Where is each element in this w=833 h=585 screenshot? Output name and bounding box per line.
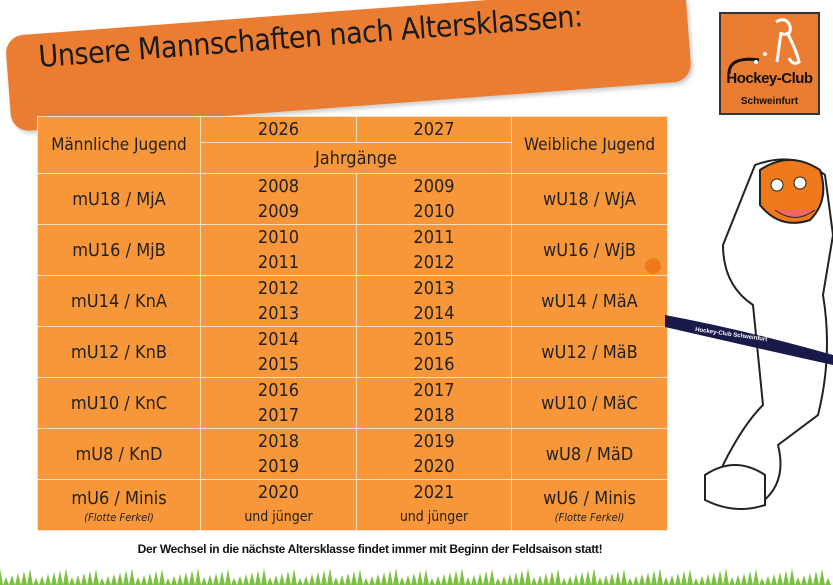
footer-note: Der Wechsel in die nächste Altersklasse … [137, 542, 603, 556]
year: 2010 [257, 227, 300, 248]
female-class: wU14 / MäA [511, 275, 668, 327]
table-row: mU6 / Minis (Flotte Ferkel) 2020 und jünge… [37, 479, 668, 531]
year-note: und jünger [244, 509, 313, 525]
female-class: wU18 / WjA [511, 173, 668, 225]
year: 2020 [257, 482, 300, 503]
year-cell: 2009 2010 [356, 173, 512, 225]
year: 2011 [257, 252, 300, 273]
year-cell: 2020 und jünger [200, 479, 357, 531]
female-class: wU10 / MäC [511, 377, 668, 429]
year: 2008 [257, 176, 300, 197]
year-cell: 2013 2014 [356, 275, 512, 327]
male-class-cell: mU6 / Minis (Flotte Ferkel) [37, 479, 201, 531]
year-cell: 2008 2009 [200, 173, 357, 225]
year: 2011 [413, 227, 455, 248]
year: 2016 [413, 354, 455, 375]
male-class: mU14 / KnA [37, 275, 201, 327]
header-female: Weibliche Jugend [511, 116, 668, 174]
header-year-2026: 2026 [200, 116, 357, 143]
female-class-cell: wU6 / Minis (Flotte Ferkel) [511, 479, 668, 531]
male-class: mU16 / MjB [37, 224, 201, 276]
male-class-note: (Flotte Ferkel) [84, 510, 154, 524]
female-class: wU6 / Minis [543, 487, 636, 509]
year-cell: 2017 2018 [356, 377, 512, 429]
year: 2021 [413, 482, 455, 503]
hockey-player-icon [727, 18, 801, 75]
year: 2014 [413, 303, 455, 324]
year: 2014 [257, 329, 300, 350]
table-row: mU18 / MjA 2008 2009 2009 2010 wU18 / WjA [37, 173, 668, 225]
year-cell: 2018 2019 [200, 428, 357, 480]
year-cell: 2021 und jünger [356, 479, 512, 531]
year-cell: 2019 2020 [356, 428, 512, 480]
table-row: mU16 / MjB 2010 2011 2011 2012 wU16 / WjB [37, 224, 668, 276]
female-class: wU8 / MäD [511, 428, 668, 480]
age-class-table: Männliche Jugend 2026 2027 Weibliche Jug… [37, 116, 668, 531]
club-logo: Hockey-Club Schweinfurt [719, 12, 820, 115]
male-class: mU12 / KnB [37, 326, 201, 378]
year-cell: 2012 2013 [200, 275, 357, 327]
year: 2020 [413, 456, 455, 477]
year-cell: 2014 2015 [200, 326, 357, 378]
male-class: mU6 / Minis [71, 487, 167, 509]
year: 2019 [413, 431, 455, 452]
year: 2018 [257, 431, 300, 452]
year: 2015 [257, 354, 300, 375]
year-cell: 2015 2016 [356, 326, 512, 378]
year-cell: 2011 2012 [356, 224, 512, 276]
year: 2009 [257, 201, 300, 222]
table-row: mU12 / KnB 2014 2015 2015 2016 wU12 / MäB [37, 326, 668, 378]
female-class: wU16 / WjB [511, 224, 668, 276]
logo-city: Schweinfurt [740, 96, 799, 107]
female-class: wU12 / MäB [511, 326, 668, 378]
table-row: mU10 / KnC 2016 2017 2017 2018 wU10 / MäC [37, 377, 668, 429]
year: 2013 [413, 278, 455, 299]
header-year-2027: 2027 [356, 116, 512, 143]
male-class: mU8 / KnD [37, 428, 201, 480]
year-cell: 2016 2017 [200, 377, 357, 429]
grass-decoration [0, 568, 833, 585]
year: 2009 [413, 176, 455, 197]
year: 2018 [413, 405, 455, 426]
year: 2017 [257, 405, 300, 426]
female-class-note: (Flotte Ferkel) [554, 510, 625, 524]
year: 2012 [413, 252, 455, 273]
year: 2013 [257, 303, 300, 324]
table-row: mU8 / KnD 2018 2019 2019 2020 wU8 / MäD [37, 428, 668, 480]
male-class: mU18 / MjA [37, 173, 201, 225]
year: 2012 [257, 278, 300, 299]
tiger-mascot-icon: Hockey-Club Schweinfurt [665, 158, 833, 510]
table-row: mU14 / KnA 2012 2013 2013 2014 wU14 / MäA [37, 275, 668, 327]
year: 2015 [413, 329, 455, 350]
header-birth-years: Jahrgänge [200, 142, 512, 174]
ball-icon [645, 258, 661, 274]
year-note: und jünger [399, 509, 469, 525]
male-class: mU10 / KnC [37, 377, 201, 429]
year: 2017 [413, 380, 455, 401]
year: 2019 [257, 456, 300, 477]
year: 2016 [257, 380, 300, 401]
year-cell: 2010 2011 [200, 224, 357, 276]
year: 2010 [413, 201, 455, 222]
header-male: Männliche Jugend [37, 116, 201, 174]
logo-name: Hockey-Club [726, 70, 813, 87]
